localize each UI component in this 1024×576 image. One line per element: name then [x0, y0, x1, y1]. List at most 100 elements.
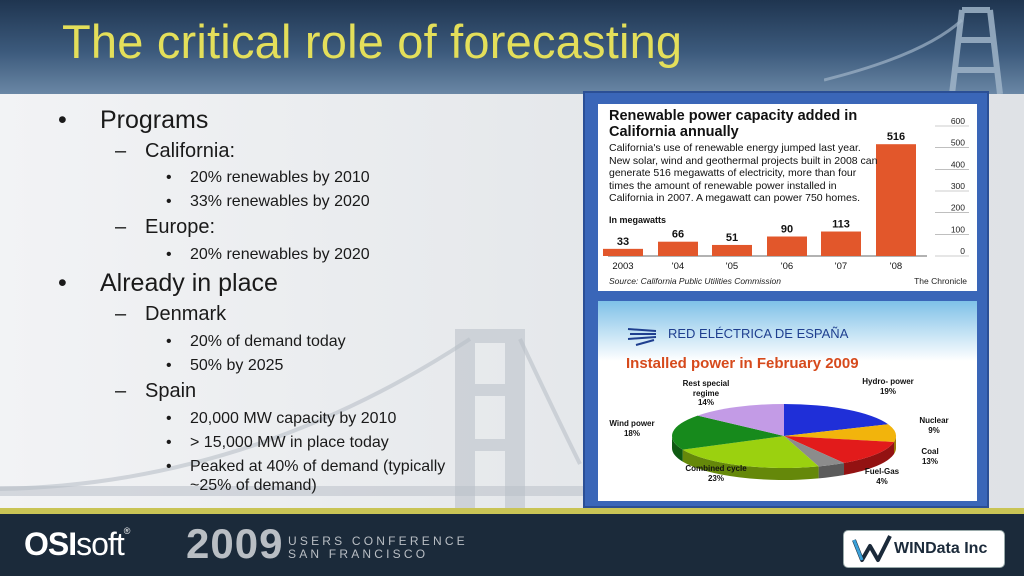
pie-slice-side — [844, 441, 895, 476]
bar-chart-title: Renewable power capacity added in Califo… — [609, 108, 858, 140]
x-tick-label: '06 — [781, 261, 793, 272]
y-tick-label: 500 — [951, 138, 965, 148]
pie-slice-label: Hydro- power 19% — [854, 377, 922, 396]
y-tick-label: 100 — [951, 224, 965, 234]
bullet-es-peak-line2: ~25% of demand) — [190, 477, 317, 494]
bar-chart-description: California's use of renewable energy jum… — [609, 142, 878, 204]
conference-name: USERS CONFERENCE SAN FRANCISCO — [288, 535, 468, 561]
bar-chart-svg: 0 100 200 300 400 500 600 33 2003 66 '04 51 '05 90 '06… — [603, 116, 969, 272]
x-tick-label: '07 — [835, 261, 847, 272]
osisoft-logo-bold: OSI — [24, 526, 77, 562]
pie-slice-name: Wind power — [609, 419, 655, 428]
bullet-dk-2025: 50% by 2025 — [166, 356, 284, 375]
red-electrica-brand: RED ELÉCTRICA DE ESPAÑA — [668, 326, 849, 341]
bullet-es-peak: Peaked at 40% of demand (typically ~25% … — [166, 457, 446, 495]
pie-slice-name: Hydro- power — [862, 377, 914, 386]
pie-slice-side — [672, 436, 683, 462]
bar-value-label: 516 — [887, 131, 905, 143]
bar-value-label: 66 — [672, 229, 684, 241]
y-tick-label: 300 — [951, 181, 965, 191]
conference-line2: SAN FRANCISCO — [288, 547, 429, 561]
bar-value-label: 51 — [726, 232, 738, 244]
y-tick-label: 200 — [951, 203, 965, 213]
windata-text: WINData Inc — [894, 540, 988, 557]
bullet-california: California: — [115, 140, 235, 163]
bullet-already-in-place: Already in place — [58, 269, 278, 298]
slide-title: The critical role of forecasting — [62, 15, 683, 68]
bullet-europe: Europe: — [115, 216, 215, 239]
california-bar-chart: 0 100 200 300 400 500 600 33 2003 66 '04 51 '05 90 '06… — [598, 104, 977, 291]
bullet-programs: Programs — [58, 106, 209, 135]
pie-slice-value: 13% — [921, 456, 938, 466]
pie-slice-value: 9% — [928, 425, 940, 435]
bridge-tower-graphic — [824, 7, 1003, 94]
pie-slice-name: Coal — [921, 447, 939, 456]
windata-w-icon — [852, 535, 892, 562]
osisoft-logo: OSIsoft® — [24, 526, 130, 563]
pie-slice-name: Combined cycle — [685, 464, 747, 473]
y-tick-label: 0 — [960, 246, 965, 256]
pie-slice-value: 23% — [707, 473, 724, 483]
bullet-es-capacity: 20,000 MW capacity by 2010 — [166, 409, 396, 428]
footer-bar: OSIsoft® 2009 USERS CONFERENCE SAN FRANC… — [0, 514, 1024, 576]
pie-slice-value: 18% — [623, 428, 640, 438]
bar-value-label: 113 — [832, 219, 850, 231]
slide-header: The critical role of forecasting — [0, 0, 1024, 94]
pie-slice — [784, 436, 845, 467]
bar — [658, 241, 698, 256]
pie-slice-side — [894, 436, 896, 454]
pie-slice — [784, 404, 889, 436]
chart-panel: 0 100 200 300 400 500 600 33 2003 66 '04 51 '05 90 '06… — [583, 91, 989, 508]
red-electrica-logo — [627, 328, 657, 346]
bullet-es-today: > 15,000 MW in place today — [166, 433, 389, 452]
windata-logo: WINData Inc — [843, 530, 1005, 568]
pie-slice-side — [682, 449, 819, 480]
bullet-ca-2010: 20% renewables by 2010 — [166, 168, 370, 187]
pie-slice — [697, 404, 784, 436]
pie-slice-name: Fuel-Gas — [864, 467, 900, 476]
bullet-spain: Spain — [115, 380, 196, 403]
bullet-eu-2020: 20% renewables by 2020 — [166, 245, 370, 264]
pie-slice-name: Nuclear — [919, 416, 949, 425]
pie-slice-value: 4% — [876, 476, 888, 486]
footer-stripe — [0, 508, 1024, 514]
bar-chart-unit: In megawatts — [609, 215, 667, 225]
bar — [603, 248, 643, 256]
bullet-list: Programs California: 20% renewables by 2… — [0, 94, 600, 508]
pie-chart-svg — [598, 301, 977, 480]
pie-slice-name: Rest special regime — [682, 379, 730, 398]
conference-line1: USERS CONFERENCE — [288, 534, 468, 548]
spain-pie-chart: RED ELÉCTRICA DE ESPAÑA Installed power … — [598, 301, 977, 501]
bullet-dk-today: 20% of demand today — [166, 332, 346, 351]
x-tick-label: '05 — [726, 261, 738, 272]
pie-chart-title: Installed power in February 2009 — [626, 355, 859, 372]
pie-slice-label: Combined cycle 23% — [682, 464, 750, 483]
pie-slice-label: Fuel-Gas 4% — [848, 467, 916, 486]
bullet-denmark: Denmark — [115, 303, 226, 326]
osisoft-logo-rest: soft — [76, 526, 125, 562]
bar-chart-credit: The Chronicle — [914, 276, 967, 286]
x-tick-label: '04 — [672, 261, 684, 272]
y-tick-label: 600 — [951, 116, 965, 126]
pie-slice-label: Wind power 18% — [598, 419, 666, 438]
pie-slice — [672, 415, 784, 450]
pie-slice — [682, 436, 819, 468]
pie-slice-value: 14% — [697, 398, 714, 407]
y-tick-label: 400 — [951, 159, 965, 169]
bar — [821, 231, 861, 256]
bullet-es-peak-line1: Peaked at 40% of demand (typically — [190, 458, 446, 475]
pie-slice-value: 19% — [879, 386, 896, 396]
bullet-ca-2020: 33% renewables by 2020 — [166, 192, 370, 211]
bar — [767, 236, 807, 256]
bar — [712, 244, 752, 256]
pie-slice — [784, 424, 896, 442]
bar-chart-source: Source: California Public Utilities Comm… — [609, 276, 781, 286]
bar — [876, 144, 916, 256]
x-tick-label: 2003 — [612, 261, 633, 272]
pie-slice-label: Nuclear 9% — [900, 416, 968, 435]
pie-slice-label: Rest special regime 14% — [672, 379, 740, 408]
pie-slice-side — [818, 463, 845, 479]
conference-year: 2009 — [186, 520, 284, 567]
pie-slice — [784, 436, 895, 464]
bar-value-label: 33 — [617, 236, 629, 248]
